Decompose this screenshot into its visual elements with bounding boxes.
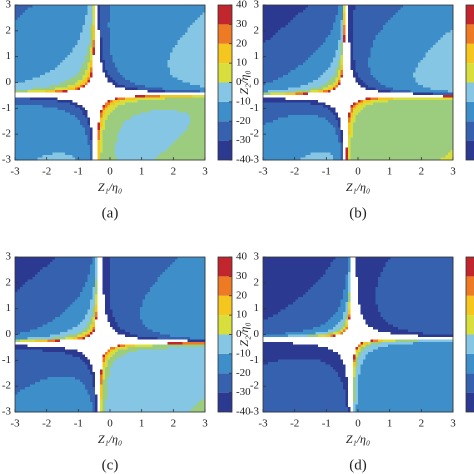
figure: -3 -2 -1 0 1 2 3-3-2-10123Z₁/η₀(a)-40-30-20-10… [0, 0, 474, 474]
contour-field [15, 5, 206, 161]
panel: -3 -2 -1 0 1 2 3-3-2-10123Z₁/η₀(a)-40-30-20-10… [2, 0, 251, 221]
